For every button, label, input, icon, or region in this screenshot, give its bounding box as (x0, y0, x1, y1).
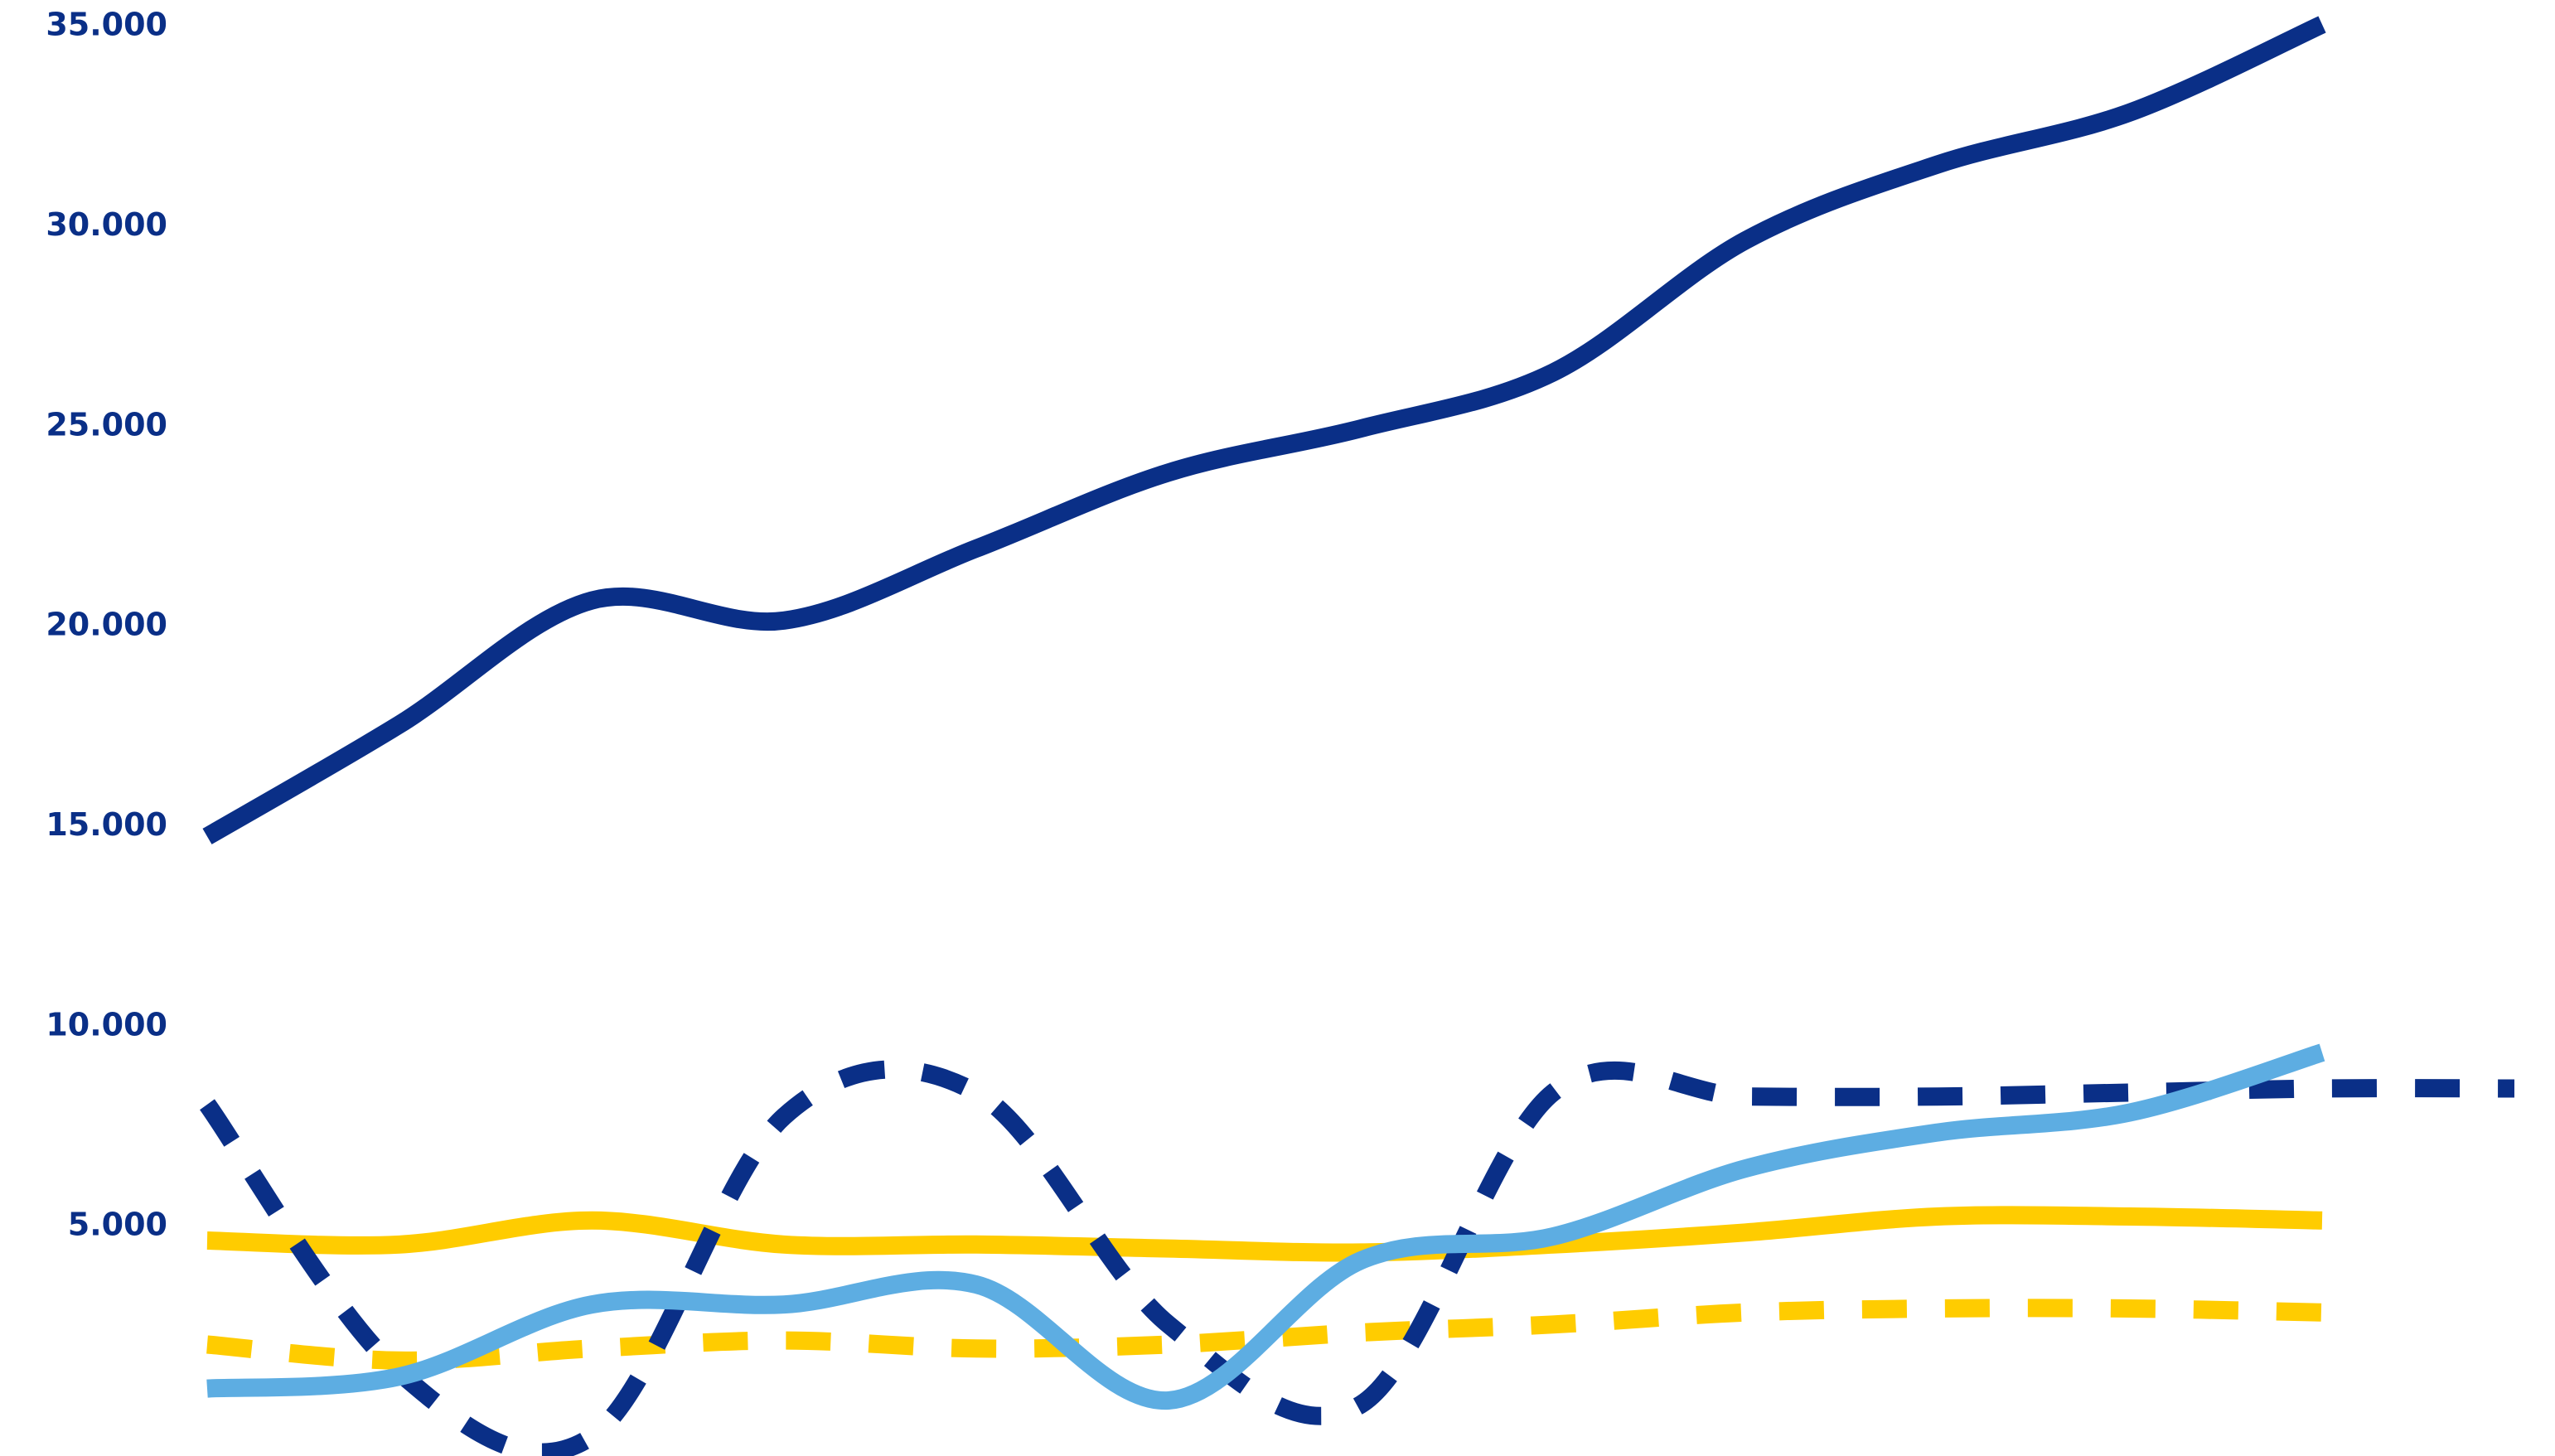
y-tick-label: 5.000 (68, 1207, 167, 1243)
series-line-2 (206, 1043, 2325, 1410)
y-tick-label: 35.000 (46, 7, 167, 43)
y-tick-label: 15.000 (46, 806, 167, 843)
series-line-3 (206, 1206, 2323, 1262)
y-tick-label: 30.000 (46, 206, 167, 243)
y-tick-label: 20.000 (46, 607, 167, 643)
series-line-4 (206, 1299, 2323, 1370)
y-tick-label: 10.000 (46, 1006, 167, 1042)
y-tick-label: 25.000 (46, 406, 167, 443)
series-line-1 (200, 1060, 2515, 1456)
series-line-0 (202, 16, 2326, 844)
series-lines (200, 16, 2515, 1456)
y-axis-labels: 5.000 10.000 15.000 20.000 25.000 30.000 35.00… (46, 7, 167, 1243)
